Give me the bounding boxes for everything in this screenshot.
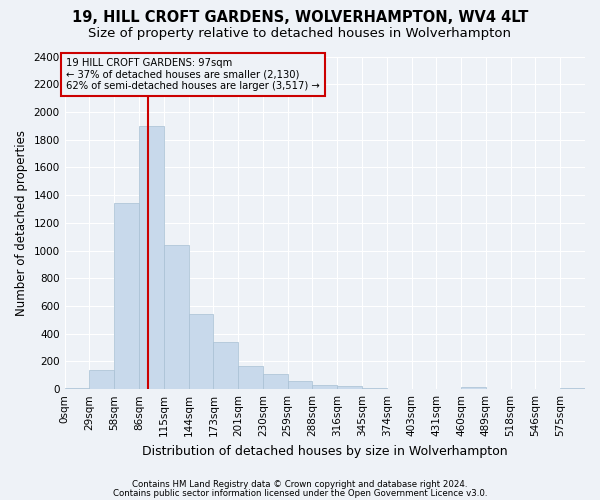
Text: Size of property relative to detached houses in Wolverhampton: Size of property relative to detached ho… [89,28,511,40]
Bar [65,388,89,389]
Bar [214,342,238,389]
Y-axis label: Number of detached properties: Number of detached properties [15,130,28,316]
Bar [362,388,387,389]
Bar [461,387,486,389]
Text: 19 HILL CROFT GARDENS: 97sqm
← 37% of detached houses are smaller (2,130)
62% of: 19 HILL CROFT GARDENS: 97sqm ← 37% of de… [66,58,320,91]
Bar [139,126,164,389]
Bar [89,370,114,389]
Text: 19, HILL CROFT GARDENS, WOLVERHAMPTON, WV4 4LT: 19, HILL CROFT GARDENS, WOLVERHAMPTON, W… [72,10,528,25]
Bar [188,314,214,389]
Text: Contains public sector information licensed under the Open Government Licence v3: Contains public sector information licen… [113,488,487,498]
Bar [114,202,139,389]
Text: Contains HM Land Registry data © Crown copyright and database right 2024.: Contains HM Land Registry data © Crown c… [132,480,468,489]
Bar [238,366,263,389]
Bar [337,386,362,389]
Bar [263,374,287,389]
Bar [164,245,188,389]
Bar [313,386,337,389]
Bar [287,381,313,389]
Bar [560,388,585,389]
X-axis label: Distribution of detached houses by size in Wolverhampton: Distribution of detached houses by size … [142,444,508,458]
